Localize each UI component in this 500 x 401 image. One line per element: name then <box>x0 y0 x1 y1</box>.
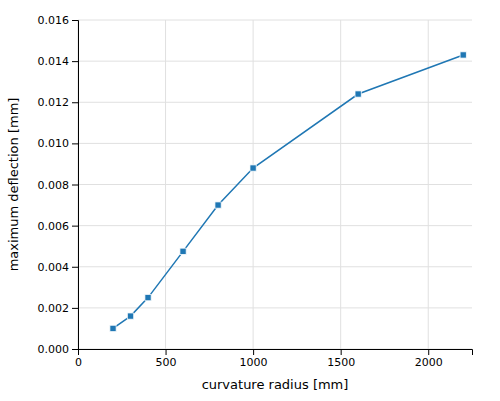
grid-line-y <box>78 143 472 144</box>
tick-mark <box>72 185 78 186</box>
x-axis-title: curvature radius [mm] <box>202 377 349 392</box>
tick: 0.006 <box>38 220 79 233</box>
tick: 1000 <box>240 349 268 369</box>
tick-label: 0.002 <box>38 302 70 315</box>
tick: 0.000 <box>38 343 79 356</box>
tick-label: 0.000 <box>38 343 70 356</box>
y-axis-title: maximum deflection [mm] <box>6 98 21 272</box>
marker <box>355 91 361 97</box>
line <box>113 55 463 328</box>
tick: 0.004 <box>38 261 79 274</box>
y-axis-line <box>72 21 79 350</box>
grid-line-y <box>78 102 472 103</box>
tick: 0.012 <box>38 96 79 109</box>
marker <box>215 202 221 208</box>
y-axis: 0.000 0.002 0.004 0.006 0.008 0.010 0.012 0.014… <box>38 14 79 356</box>
plot-area: 05001000150020000.0000.0020.0040.0060.00… <box>38 14 473 369</box>
tick-label: 0.008 <box>38 179 70 192</box>
grid-line-y <box>78 61 472 62</box>
tick-mark <box>72 143 78 144</box>
tick-label: 2000 <box>415 356 443 369</box>
tick-label: 0.014 <box>38 55 70 68</box>
marker <box>180 248 186 254</box>
tick: 500 <box>156 349 177 369</box>
marker <box>460 52 466 58</box>
grid-line-y <box>78 266 472 267</box>
tick-label: 1000 <box>240 356 268 369</box>
tick-label: 0.004 <box>38 261 70 274</box>
tick: 0.002 <box>38 302 79 315</box>
marker <box>250 165 256 171</box>
x-axis-line <box>79 350 473 356</box>
tick: 0.014 <box>38 55 79 68</box>
tick: 1500 <box>327 349 355 369</box>
tick-mark <box>72 20 78 21</box>
marker <box>110 325 116 331</box>
marker <box>145 294 151 300</box>
tick: 0.010 <box>38 137 79 150</box>
tick: 0 <box>75 349 82 369</box>
tick-mark <box>72 349 78 350</box>
tick-label: 0.010 <box>38 137 70 150</box>
tick: 0.016 <box>38 14 79 27</box>
tick-label: 1500 <box>327 356 355 369</box>
marker <box>127 313 133 319</box>
tick-label: 500 <box>156 356 177 369</box>
tick-mark <box>341 349 342 355</box>
tick: 0.008 <box>38 179 79 192</box>
tick-mark <box>253 349 254 355</box>
grid-line-y <box>78 20 472 21</box>
tick-mark <box>72 102 78 103</box>
grid <box>78 20 472 349</box>
tick-mark <box>72 61 78 62</box>
tick-label: 0.006 <box>38 220 70 233</box>
tick-label: 0 <box>75 356 82 369</box>
series-group <box>110 52 467 332</box>
tick-mark <box>428 349 429 355</box>
grid-line-y <box>78 225 472 226</box>
tick-label: 0.016 <box>38 14 70 27</box>
grid-line-y <box>78 184 472 185</box>
tick-mark <box>72 267 78 268</box>
x-axis: 0 500 1000 1500 2000 <box>75 349 473 369</box>
tick: 2000 <box>415 349 443 369</box>
chart-svg: 05001000150020000.0000.0020.0040.0060.00… <box>0 0 500 401</box>
chart-container: 05001000150020000.0000.0020.0040.0060.00… <box>0 0 500 401</box>
tick-mark <box>72 308 78 309</box>
tick-mark <box>72 226 78 227</box>
tick-label: 0.012 <box>38 96 70 109</box>
tick-mark <box>166 349 167 355</box>
